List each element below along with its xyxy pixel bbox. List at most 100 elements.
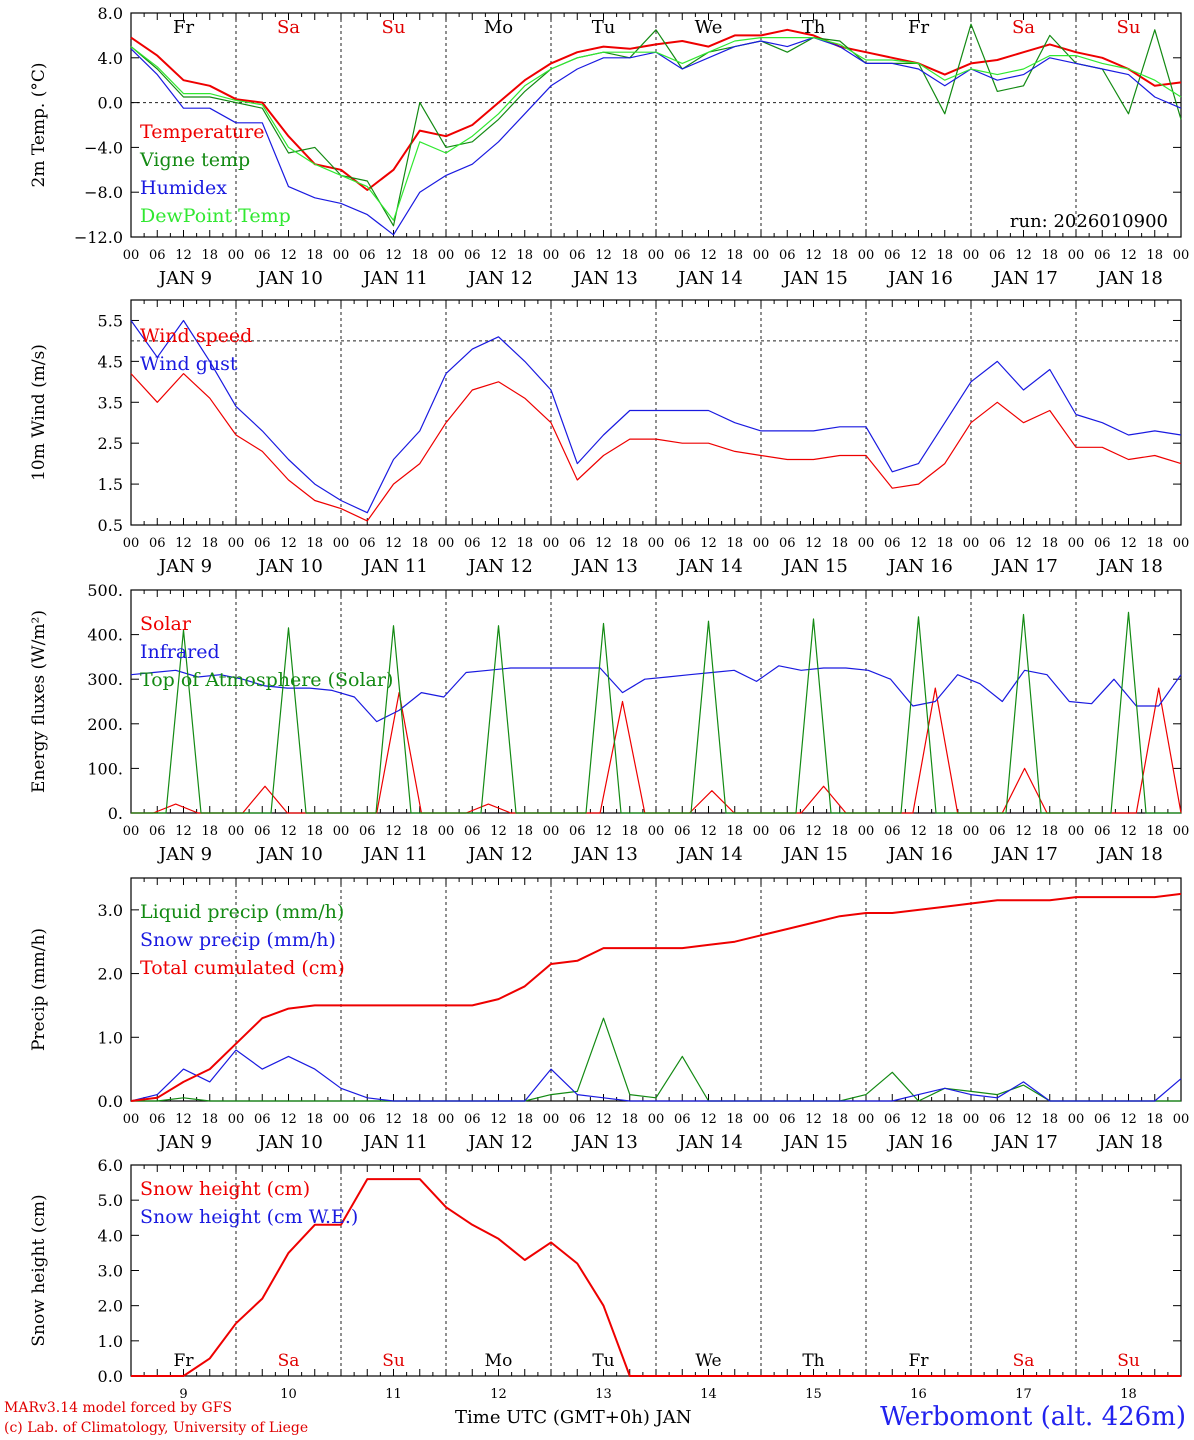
plot-frame (130, 12, 1182, 238)
hour-label: 18 (621, 248, 638, 263)
date-label: JAN 14 (676, 268, 743, 289)
hour-label: 18 (1146, 1112, 1163, 1127)
date-label: JAN 10 (256, 268, 323, 289)
hour-label: 06 (359, 248, 376, 263)
hour-label: 12 (175, 248, 192, 263)
series-line-liquid-precip-mm-h- (131, 1017, 1181, 1102)
date-label: JAN 17 (991, 556, 1058, 577)
hour-label: 12 (490, 1112, 507, 1127)
hour-label: 00 (123, 248, 140, 263)
date-label: JAN 9 (157, 844, 212, 865)
hour-label: 18 (936, 536, 953, 551)
y-tick-label: 5.5 (98, 311, 123, 330)
y-tick-label: 8.0 (98, 4, 123, 23)
series-line-snow-height-cm- (131, 1178, 1181, 1377)
hour-label: 00 (963, 1112, 980, 1127)
hour-label: 18 (1041, 536, 1058, 551)
hour-label: 00 (1068, 824, 1085, 839)
day-name: Fr (174, 1351, 195, 1371)
hour-label: 12 (490, 536, 507, 551)
day-number: 14 (700, 1387, 717, 1402)
hour-label: 18 (201, 536, 218, 551)
hour-label: 06 (149, 1112, 166, 1127)
hour-label: 06 (989, 248, 1006, 263)
hour-label: 18 (306, 536, 323, 551)
hour-label: 00 (858, 536, 875, 551)
y-tick-label: 4.5 (98, 352, 123, 371)
hour-label: 00 (648, 1112, 665, 1127)
y-tick-label: −8.0 (84, 183, 123, 202)
day-name: Sa (1013, 1351, 1035, 1371)
hour-label: 18 (516, 1112, 533, 1127)
hour-label: 12 (1015, 824, 1032, 839)
hour-label: 12 (385, 1112, 402, 1127)
hour-label: 00 (963, 536, 980, 551)
day-name: We (695, 1351, 721, 1371)
hour-label: 00 (858, 1112, 875, 1127)
hour-label: 00 (753, 824, 770, 839)
hour-label: 12 (595, 536, 612, 551)
series-line-infrared (130, 665, 1182, 723)
date-label: JAN 10 (256, 1132, 323, 1153)
hour-label: 12 (700, 1112, 717, 1127)
hour-label: 00 (1173, 248, 1190, 263)
hour-label: 18 (726, 248, 743, 263)
hour-label: 12 (1120, 1112, 1137, 1127)
panel-2: 5.5 4.5 3.5 2.5 1.5 0.5 10m Wind (m/s) 00 06 12 18… (29, 299, 1190, 577)
hour-label: 12 (1015, 536, 1032, 551)
day-number: 11 (385, 1387, 402, 1402)
hour-label: 00 (648, 248, 665, 263)
hour-label: 18 (621, 536, 638, 551)
hour-label: 12 (595, 824, 612, 839)
hour-label: 18 (516, 824, 533, 839)
date-label: JAN 16 (886, 844, 953, 865)
hour-label: 18 (201, 248, 218, 263)
hour-label: 12 (280, 536, 297, 551)
day-name: Su (1117, 1351, 1140, 1371)
hour-label: 18 (936, 248, 953, 263)
hour-label: 06 (254, 536, 271, 551)
hour-label: 12 (385, 536, 402, 551)
series-line-vigne-temp (130, 23, 1182, 227)
hour-label: 06 (779, 536, 796, 551)
hour-label: 00 (228, 824, 245, 839)
y-tick-label: −12.0 (74, 228, 123, 247)
y-tick-label: 6.0 (98, 1156, 123, 1175)
hour-label: 18 (1146, 536, 1163, 551)
hour-label: 18 (726, 536, 743, 551)
date-label: JAN 12 (466, 268, 533, 289)
hour-label: 06 (254, 824, 271, 839)
hour-label: 18 (621, 824, 638, 839)
hour-label: 00 (1068, 248, 1085, 263)
y-tick-label: 1.5 (98, 475, 123, 494)
day-name: Mo (485, 1351, 513, 1371)
legend-entry: Snow height (cm) (140, 1178, 310, 1200)
y-tick-label: 5.0 (98, 1191, 123, 1210)
y-tick-label: 0.0 (98, 1367, 123, 1386)
day-name: Sa (1012, 17, 1035, 38)
day-name: Su (382, 17, 406, 38)
hour-label: 12 (490, 248, 507, 263)
date-label: JAN 16 (886, 268, 953, 289)
hour-label: 00 (333, 1112, 350, 1127)
hour-label: 12 (805, 248, 822, 263)
hour-label: 00 (1068, 536, 1085, 551)
hour-label: 12 (910, 1112, 927, 1127)
y-tick-label: 0. (108, 804, 123, 823)
day-number: 9 (179, 1387, 187, 1402)
series-line-top-of-atmosphere-solar- (131, 611, 1181, 814)
hour-label: 18 (411, 536, 428, 551)
hour-label: 06 (254, 1112, 271, 1127)
model-credit: MARv3.14 model forced by GFS (4, 1400, 233, 1416)
hour-label: 18 (726, 824, 743, 839)
hour-label: 18 (726, 1112, 743, 1127)
hour-label: 18 (411, 824, 428, 839)
date-label: JAN 9 (157, 556, 212, 577)
series-line-total-cumulated-cm- (130, 892, 1182, 1102)
hour-label: 18 (936, 1112, 953, 1127)
hour-label: 12 (385, 248, 402, 263)
date-label: JAN 11 (361, 844, 428, 865)
date-label: JAN 11 (361, 1132, 428, 1153)
hour-label: 18 (306, 248, 323, 263)
hour-label: 00 (1173, 536, 1190, 551)
